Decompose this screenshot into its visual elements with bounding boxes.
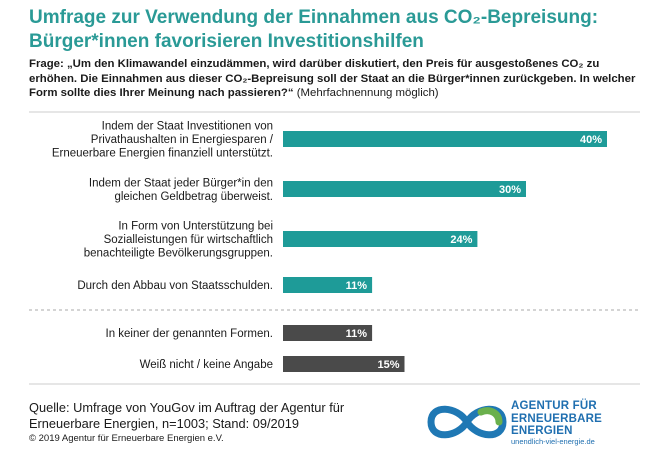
value-label-4: 11% [346, 280, 368, 292]
question-note: (Mehrfachnennung möglich) [293, 87, 439, 99]
bar-chart: 40% Indem der Staat Investitionen von Priv… [29, 111, 640, 385]
logo-line-1: AGENTUR FÜR [511, 400, 597, 412]
category-label-3: In Form von Unterstützung bei Sozialleist… [84, 221, 273, 260]
category-label-line: Durch den Abbau von Staatsschulden. [77, 280, 273, 292]
category-label-line: Sozialleistungen für wirtschaftlich [104, 234, 273, 246]
category-label-6: Weiß nicht / keine Angabe [140, 359, 273, 371]
logo-url: unendlich-viel-energie.de [511, 437, 595, 446]
category-label-4: Durch den Abbau von Staatsschulden. [77, 280, 273, 292]
aee-logo: AGENTUR FÜR ERNEUERBARE ENERGIEN unendli… [425, 398, 645, 448]
bar-1 [283, 131, 607, 147]
bar-4 [283, 277, 373, 293]
category-label-line: Privathaushalten in Energiesparen / [91, 134, 274, 146]
bar-2 [283, 181, 526, 197]
category-label-2: Indem der Staat jeder Bürger*in den gleic… [89, 177, 273, 203]
survey-question: Frage: „Um den Klimawandel einzudämmen, … [29, 57, 639, 101]
bar-5 [283, 325, 373, 341]
value-label-6: 15% [377, 359, 399, 371]
category-label-line: gleichen Geldbetrag überweist. [114, 191, 273, 203]
bar-6 [283, 356, 405, 372]
category-label-1: Indem der Staat Investitionen von Privath… [52, 121, 274, 160]
category-label-line: Indem der Staat jeder Bürger*in den [89, 177, 273, 189]
source-note: Quelle: Umfrage von YouGov im Auftrag de… [29, 400, 345, 431]
value-label-1: 40% [580, 134, 602, 146]
value-label-2: 30% [499, 184, 521, 196]
category-label-line: Weiß nicht / keine Angabe [140, 359, 273, 371]
logo-line-3: ENERGIEN [511, 425, 573, 437]
logo-wordmark: AGENTUR FÜR ERNEUERBARE ENERGIEN [511, 400, 602, 438]
bar-3 [283, 231, 478, 247]
category-label-line: In Form von Unterstützung bei [118, 221, 273, 233]
category-label-line: Erneuerbare Energien finanziell unterstü… [52, 148, 273, 160]
value-label-5: 11% [346, 328, 368, 340]
infinity-logo-icon [427, 405, 507, 439]
logo-line-2: ERNEUERBARE [511, 412, 603, 425]
category-label-5: In keiner der genannten Formen. [106, 328, 274, 340]
copyright: © 2019 Agentur für Erneuerbare Energien … [29, 433, 224, 444]
category-label-line: In keiner der genannten Formen. [106, 328, 274, 340]
category-label-line: Indem der Staat Investitionen von [102, 121, 273, 133]
value-label-3: 24% [450, 234, 472, 246]
question-text: Frage: „Um den Klimawandel einzudämmen, … [29, 58, 636, 99]
category-label-line: benachteiligte Bevölkerungsgruppen. [84, 248, 273, 260]
chart-title: Umfrage zur Verwendung der Einnahmen aus… [29, 7, 599, 52]
